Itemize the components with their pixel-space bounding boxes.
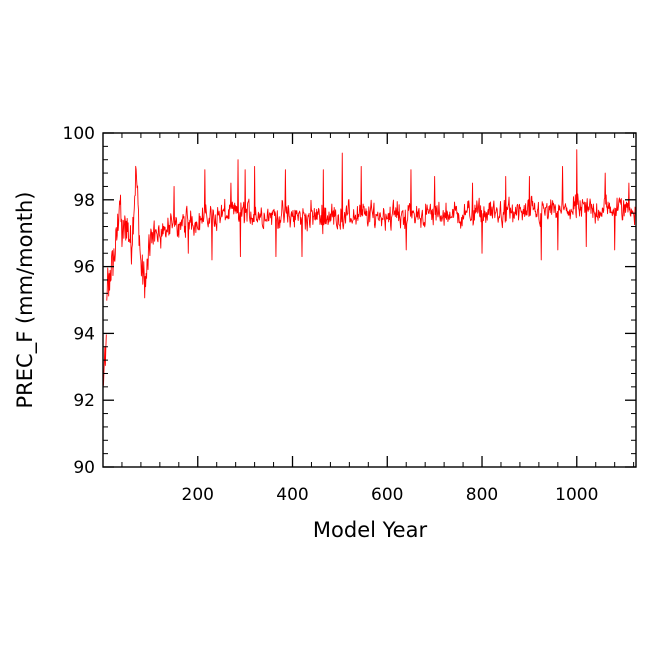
y-tick-label: 90 bbox=[73, 458, 95, 478]
y-axis-label: PREC_F (mm/month) bbox=[13, 192, 38, 409]
x-tick-label: 800 bbox=[466, 485, 498, 505]
y-tick-label: 94 bbox=[73, 324, 95, 344]
axes-layer: 200 400 600 800 1000 90 92 94 96 98 100 bbox=[63, 124, 637, 505]
plot-frame bbox=[102, 132, 637, 468]
y-tick-label: 96 bbox=[73, 258, 95, 278]
x-tick-label: 1000 bbox=[555, 485, 598, 505]
series-line bbox=[103, 149, 637, 386]
y-tick-label: 98 bbox=[73, 191, 95, 211]
y-tick-label: 92 bbox=[73, 391, 95, 411]
series-layer bbox=[103, 149, 637, 386]
x-tick-label: 400 bbox=[276, 485, 308, 505]
x-axis-label: Model Year bbox=[313, 518, 428, 542]
x-tick-label: 200 bbox=[182, 485, 214, 505]
x-tick-label: 600 bbox=[371, 485, 403, 505]
y-tick-label: 100 bbox=[63, 124, 95, 144]
